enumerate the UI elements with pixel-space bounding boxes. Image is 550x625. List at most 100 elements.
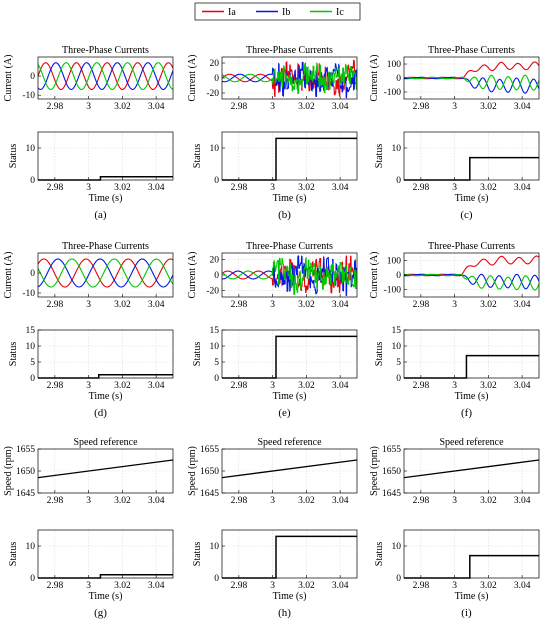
panel-i-top-xtick-label: 3.04 (514, 496, 531, 506)
panel-f-status-plot: 2.98 3 3.02 3.04 0 5 10 15 Status Time (s) (374, 326, 540, 402)
panel-b-series-group (222, 59, 357, 99)
panel-f-top-ylabel: Current (A) (369, 252, 380, 299)
panel-i-bottom-xtick-label: 2.98 (413, 581, 430, 591)
panel-b-title: Three-Phase Currents (246, 45, 333, 56)
panel-e-xlabel: Time (s) (273, 391, 307, 402)
panel-d-bottom-xtick-label: 3 (86, 381, 91, 391)
panel-i-top-plot: 2.98 3 3.02 3.04 1645 1650 1655 Speed reference… (369, 437, 540, 506)
panel-i-xlabel: Time (s) (455, 591, 489, 602)
panel-d-bottom-ytick-label: 15 (26, 326, 36, 336)
panel-e-series-group (222, 255, 357, 297)
panel-i-top-xtick-label: 3 (452, 496, 457, 506)
panel-g-bottom-ytick-label: 10 (26, 542, 36, 552)
panel-b-bottom-xtick-label: 3.04 (332, 183, 349, 193)
panel-a-status-step (38, 176, 173, 181)
panel-c-top-xtick-label: 3.02 (480, 102, 497, 112)
panel-h-xlabel: Time (s) (273, 591, 307, 602)
panel-a-top-ylabel: Current (A) (3, 55, 14, 102)
panel-e-title: Three-Phase Currents (246, 241, 333, 252)
panel-h-top-plot: 2.98 3 3.02 3.04 1645 1650 1655 Speed reference… (187, 437, 358, 506)
panel-c-series-ic (404, 74, 539, 91)
panel-f-top-ytick-label: -100 (384, 286, 402, 296)
panel-g: 2.98 3 3.02 3.04 1645 1650 1655 Speed reference… (3, 437, 174, 619)
panel-h-bottom-ytick-label: 10 (210, 542, 220, 552)
panel-f-bottom-ytick-label: 0 (396, 374, 401, 384)
panel-h-bottom-xtick-label: 3 (270, 581, 275, 591)
panel-d-top-frame (37, 252, 174, 298)
panel-f-caption: (f) (461, 407, 472, 419)
panel-g-bottom-xtick-label: 3.02 (114, 581, 131, 591)
panel-c-bottom-xtick-label: 3 (452, 183, 457, 193)
panel-c-top-ylabel: Current (A) (369, 55, 380, 102)
panel-e-status-ylabel: Status (192, 342, 203, 367)
panel-i-bottom-ytick-label: 10 (392, 542, 402, 552)
panel-d-bottom-xtick-label: 2.98 (47, 381, 64, 391)
panel-h-title: Speed reference (257, 437, 322, 448)
panel-h-caption: (h) (278, 607, 291, 619)
panel-c-top-plot: 2.98 3 3.02 3.04 -100 0 100 Three-Phase Current… (369, 45, 540, 112)
panel-h-series-group (222, 459, 357, 479)
panel-h-bottom-xtick-label: 3.04 (332, 581, 349, 591)
panel-g-top-xtick-label: 3 (86, 496, 91, 506)
panel-d-bottom-ytick-label: 0 (30, 374, 35, 384)
panel-a-bottom-frame (37, 131, 174, 181)
panel-i-top-ytick-label: 1655 (382, 445, 401, 455)
panel-e-bottom-frame (221, 329, 358, 379)
panel-a-top-frame (37, 56, 174, 100)
panel-c-series-group (404, 61, 539, 94)
panel-h-top-xtick-label: 3.02 (298, 496, 315, 506)
panel-h-series-speed (222, 459, 357, 479)
panel-h-status-ylabel: Status (192, 542, 203, 567)
panel-d-top-xtick-label: 3.02 (114, 300, 131, 310)
panel-f-series-group (404, 255, 539, 291)
panel-d-bottom-xtick-label: 3.04 (148, 381, 165, 391)
panel-i-bottom-ytick-label: 0 (396, 574, 401, 584)
panel-e-top-xtick-label: 3 (270, 300, 275, 310)
panel-g-top-ylabel: Speed (rpm) (3, 446, 14, 496)
panel-g-xlabel: Time (s) (89, 591, 123, 602)
panel-f-top-plot: 2.98 3 3.02 3.04 -100 0 100 Three-Phase Current… (369, 241, 540, 310)
panel-c-bottom-xtick-label: 3.02 (480, 183, 497, 193)
panel-i-bottom-frame (403, 529, 540, 579)
panel-a-top-ytick-label: 0 (30, 72, 35, 82)
panel-i-status-plot: 2.98 3 3.02 3.04 0 10 Status Time (s) (374, 529, 540, 602)
panel-d-top-xtick-label: 3 (86, 300, 91, 310)
panel-h-bottom-xtick-label: 2.98 (231, 581, 248, 591)
panel-g-status-ylabel: Status (8, 542, 19, 567)
panel-e-top-ylabel: Current (A) (187, 252, 198, 299)
panel-c-xlabel: Time (s) (455, 193, 489, 204)
panel-i-bottom-xtick-label: 3 (452, 581, 457, 591)
panel-a-top-xtick-label: 2.98 (47, 102, 64, 112)
panel-e-bottom-ytick-label: 5 (214, 358, 219, 368)
panel-e-top-xtick-label: 3.02 (298, 300, 315, 310)
panel-f-bottom-xtick-label: 3 (452, 381, 457, 391)
panel-d-top-xtick-label: 2.98 (47, 300, 64, 310)
panel-e-series-ic (222, 256, 357, 295)
panel-a-status-plot: 2.98 3 3.02 3.04 0 10 Status Time (s) (8, 131, 174, 204)
panel-h-top-xtick-label: 3.04 (332, 496, 349, 506)
panel-a-series-ib (38, 62, 173, 91)
panel-a-series-ia (38, 62, 173, 91)
panel-i-bottom-xtick-label: 3.02 (480, 581, 497, 591)
panel-a-top-xtick-label: 3.02 (114, 102, 131, 112)
panel-f-series-ia (404, 255, 539, 277)
panel-b-status-plot: 2.98 3 3.02 3.04 0 10 Status Time (s) (192, 131, 358, 204)
panel-g-status-step (38, 574, 173, 579)
panel-d: 2.98 3 3.02 3.04 -10 0 Three-Phase Currents Cur… (3, 241, 174, 419)
panel-e-top-xtick-label: 3.04 (332, 300, 349, 310)
panel-g-top-xtick-label: 3.04 (148, 496, 165, 506)
panel-a-xlabel: Time (s) (89, 193, 123, 204)
panel-c-top-xtick-label: 2.98 (413, 102, 430, 112)
panel-b-bottom-xtick-label: 2.98 (231, 183, 248, 193)
panel-c-status-ylabel: Status (374, 144, 385, 169)
panel-a-bottom-ytick-label: 0 (30, 176, 35, 186)
panel-e-status-step (222, 335, 357, 379)
panel-c-top-xtick-label: 3.04 (514, 102, 531, 112)
panel-g-bottom-xtick-label: 3.04 (148, 581, 165, 591)
panel-f-xlabel: Time (s) (455, 391, 489, 402)
panel-f-top-ytick-label: 0 (396, 271, 401, 281)
panel-e-bottom-xtick-label: 3.04 (332, 381, 349, 391)
panel-e-bottom-xtick-label: 2.98 (231, 381, 248, 391)
panel-e-bottom-ytick-label: 0 (214, 374, 219, 384)
panel-h-top-ytick-label: 1650 (200, 467, 219, 477)
